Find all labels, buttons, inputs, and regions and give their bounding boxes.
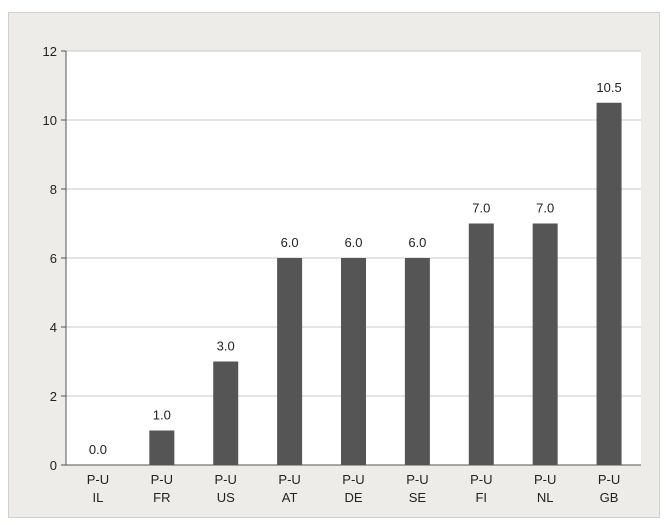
y-tick-label: 10: [43, 113, 57, 128]
bar: [341, 258, 366, 465]
bar-value-label: 1.0: [153, 408, 171, 423]
x-category-label-line1: P-U: [215, 472, 237, 487]
bar-value-label: 7.0: [536, 201, 554, 216]
bar-value-label: 6.0: [408, 235, 426, 250]
x-category-label-line2: SE: [409, 490, 427, 505]
x-category-label-line1: P-U: [470, 472, 492, 487]
bar-value-label: 7.0: [472, 201, 490, 216]
y-tick-label: 0: [50, 458, 57, 473]
x-category-label-line2: FI: [475, 490, 487, 505]
y-tick-label: 12: [43, 44, 57, 59]
bar: [277, 258, 303, 465]
bar: [596, 102, 622, 465]
bar: [149, 430, 175, 465]
bar-value-label: 6.0: [344, 235, 362, 250]
x-category-label-line2: DE: [344, 490, 362, 505]
bar: [468, 223, 494, 465]
bar-value-label: 0.0: [89, 442, 107, 457]
y-tick-label: 8: [50, 182, 57, 197]
bar-value-label: 6.0: [281, 235, 299, 250]
bar-value-label: 3.0: [217, 339, 235, 354]
bar: [532, 223, 558, 465]
x-category-label-line2: FR: [153, 490, 170, 505]
x-category-label-line1: P-U: [151, 472, 173, 487]
x-category-label-line1: P-U: [87, 472, 109, 487]
bar: [213, 361, 239, 465]
x-category-label-line1: P-U: [534, 472, 556, 487]
x-category-label-line2: AT: [282, 490, 298, 505]
x-category-label-line1: P-U: [406, 472, 428, 487]
x-category-label-line1: P-U: [342, 472, 364, 487]
x-category-label-line2: IL: [93, 490, 104, 505]
x-category-label-line2: US: [217, 490, 235, 505]
x-category-label-line1: P-U: [278, 472, 300, 487]
y-tick-label: 2: [50, 389, 57, 404]
x-category-label-line2: NL: [537, 490, 554, 505]
bar: [404, 258, 430, 465]
y-tick-label: 4: [50, 320, 57, 335]
bar-value-label: 10.5: [596, 80, 621, 95]
x-category-label-line2: GB: [600, 490, 619, 505]
x-category-label-line1: P-U: [598, 472, 620, 487]
y-tick-label: 6: [50, 251, 57, 266]
